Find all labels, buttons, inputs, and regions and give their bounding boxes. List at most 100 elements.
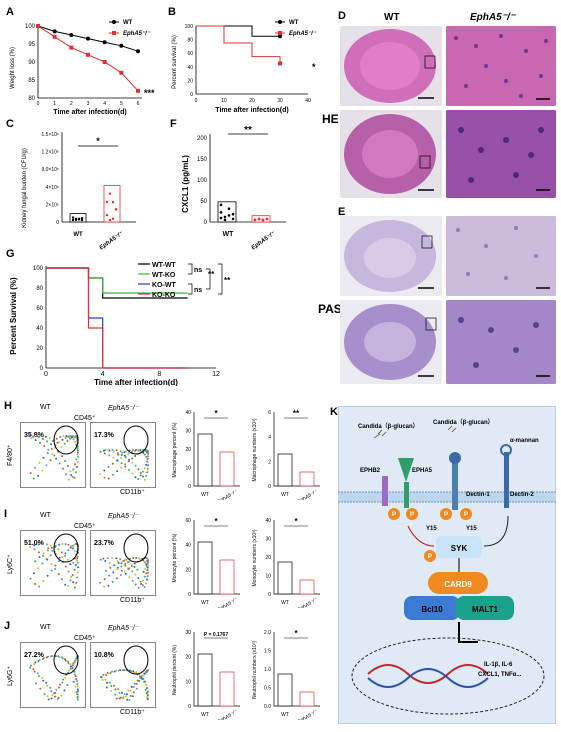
svg-text:WT: WT bbox=[223, 231, 235, 238]
f-dot bbox=[253, 218, 257, 222]
svg-text:10: 10 bbox=[185, 679, 191, 685]
svg-text:EPHA5: EPHA5 bbox=[412, 468, 433, 474]
svg-text:WT-KO: WT-KO bbox=[152, 272, 176, 279]
a-ytick: 85 bbox=[28, 78, 35, 84]
svg-text:6: 6 bbox=[268, 410, 271, 416]
svg-text:ns: ns bbox=[194, 267, 202, 274]
svg-text:10: 10 bbox=[185, 466, 191, 472]
svg-text:CXCL1, TNFα...: CXCL1, TNFα... bbox=[478, 672, 522, 678]
g-xtick: 0 bbox=[44, 371, 48, 378]
svg-text:EphA5⁻/⁻: EphA5⁻/⁻ bbox=[297, 709, 319, 720]
svg-text:P: P bbox=[444, 512, 448, 518]
panel-label-a: A bbox=[6, 6, 14, 18]
f-dot bbox=[219, 216, 223, 220]
svg-text:20: 20 bbox=[185, 567, 191, 573]
a-point bbox=[86, 52, 90, 57]
c-dot bbox=[80, 217, 84, 220]
a-xtick: 1 bbox=[53, 101, 56, 107]
pas-label: PAS bbox=[318, 302, 342, 316]
f-dot bbox=[257, 217, 261, 221]
b-xtick: 10 bbox=[221, 98, 227, 104]
svg-text:60: 60 bbox=[185, 518, 191, 524]
g-ytick: 40 bbox=[36, 326, 43, 332]
svg-text:0: 0 bbox=[188, 704, 191, 710]
panel-label-g: G bbox=[6, 248, 15, 260]
b-point bbox=[278, 61, 282, 66]
svg-text:WT: WT bbox=[201, 600, 209, 606]
panel-label-f: F bbox=[170, 118, 177, 130]
svg-text:WT: WT bbox=[289, 20, 299, 26]
a-xtick: 3 bbox=[87, 101, 90, 107]
panel-label-j: J bbox=[4, 620, 11, 632]
panel-f-chart: CXCL1 (pg/mL) 200 150 100 50 0 ** WT EphA5⁻/… bbox=[181, 125, 286, 251]
svg-text:WT-WT: WT-WT bbox=[152, 262, 176, 269]
he-ko-zoom bbox=[446, 110, 556, 198]
panel-label-c: C bbox=[6, 118, 14, 130]
b-ytick: 20 bbox=[187, 78, 193, 84]
panel-label-k: K bbox=[330, 406, 338, 418]
svg-text:20: 20 bbox=[185, 655, 191, 661]
svg-text:EphA5⁻/⁻: EphA5⁻/⁻ bbox=[297, 597, 319, 608]
svg-text:40: 40 bbox=[265, 518, 271, 524]
svg-text:WT: WT bbox=[281, 600, 289, 606]
f-ytick: 0 bbox=[204, 220, 208, 226]
f-ytick: 50 bbox=[200, 199, 207, 205]
b-series-line bbox=[196, 25, 281, 64]
svg-text:0: 0 bbox=[188, 592, 191, 598]
b-ytick: 40 bbox=[187, 65, 193, 71]
svg-text:*: * bbox=[294, 517, 298, 526]
svg-text:20: 20 bbox=[185, 447, 191, 453]
svg-text:WT: WT bbox=[281, 712, 289, 718]
f-dot bbox=[265, 217, 269, 221]
svg-text:0: 0 bbox=[268, 592, 271, 598]
panelI-flow-wt bbox=[20, 530, 86, 596]
c-dot bbox=[114, 208, 118, 211]
b-ytick: 60 bbox=[187, 51, 193, 57]
svg-text:Monocyte numbers (x10³): Monocyte numbers (x10³) bbox=[252, 529, 258, 586]
panel-a-legend: WT EphA5⁻/⁻ bbox=[109, 20, 151, 37]
panel-b-sig: * bbox=[312, 62, 316, 72]
histo-wt-header: WT bbox=[384, 12, 400, 23]
svg-text:0: 0 bbox=[268, 484, 271, 490]
g-ytick: 0 bbox=[40, 366, 44, 372]
f-dot bbox=[223, 215, 227, 219]
svg-text:MALT1: MALT1 bbox=[472, 605, 499, 614]
svg-text:*: * bbox=[214, 409, 218, 418]
he-wt-zoom bbox=[446, 26, 556, 106]
panel-f-ylabel: CXCL1 (pg/mL) bbox=[181, 155, 190, 213]
svg-text:Macrophage percent (%): Macrophage percent (%) bbox=[172, 422, 178, 477]
b-xtick: 30 bbox=[277, 98, 283, 104]
c-ytick: 2×10⁵ bbox=[46, 202, 59, 208]
pas-ko-zoom bbox=[446, 300, 556, 384]
panelI-flow-wt-dots bbox=[29, 533, 79, 589]
panel-b-ylabel: Percent survival (%) bbox=[172, 35, 178, 89]
a-point bbox=[136, 88, 140, 93]
panelI-flow-ko-dots bbox=[99, 533, 149, 589]
panel-c-chart: Kidney fungal burden (CFU/g) 1.5×10⁶ 1.2×… bbox=[22, 132, 136, 252]
f-dot bbox=[261, 218, 265, 222]
panel-g-ylabel: Percent Survival (%) bbox=[9, 277, 18, 355]
svg-text:1.0: 1.0 bbox=[264, 667, 271, 673]
c-dot bbox=[71, 216, 75, 219]
panel-g-legend: WT-WT WT-KO KO-WT KO-KO ns ns ** ** bbox=[138, 262, 231, 299]
a-xtick: 2 bbox=[70, 101, 73, 107]
g-ytick: 100 bbox=[33, 266, 44, 272]
pas-wt-kidney bbox=[340, 216, 442, 296]
a-point bbox=[86, 36, 90, 41]
panelI-bar2-chart: Monocyte numbers (x10³) WT EphA5⁻/⁻ * 40 30… bbox=[252, 517, 320, 608]
svg-text:Bcl10: Bcl10 bbox=[421, 605, 443, 614]
panelH-flow-ko-dots bbox=[99, 425, 149, 481]
svg-text:EphA5⁻/⁻: EphA5⁻/⁻ bbox=[99, 231, 125, 252]
c-bar bbox=[103, 184, 121, 223]
b-xtick: 20 bbox=[249, 98, 255, 104]
a-point bbox=[102, 60, 107, 64]
a-point bbox=[119, 43, 124, 48]
svg-text:IL-1β, IL-6: IL-1β, IL-6 bbox=[484, 662, 513, 668]
f-dot bbox=[223, 218, 227, 222]
c-bar bbox=[69, 213, 87, 223]
c-dot bbox=[71, 218, 75, 222]
c-ytick: 9.0×10⁵ bbox=[41, 167, 59, 173]
svg-text:WT: WT bbox=[201, 492, 209, 498]
svg-text:0.5: 0.5 bbox=[264, 686, 271, 692]
panel-b-chart: Percent survival (%) 100 80 60 40 20 0 0 10 20 3… bbox=[172, 20, 317, 114]
